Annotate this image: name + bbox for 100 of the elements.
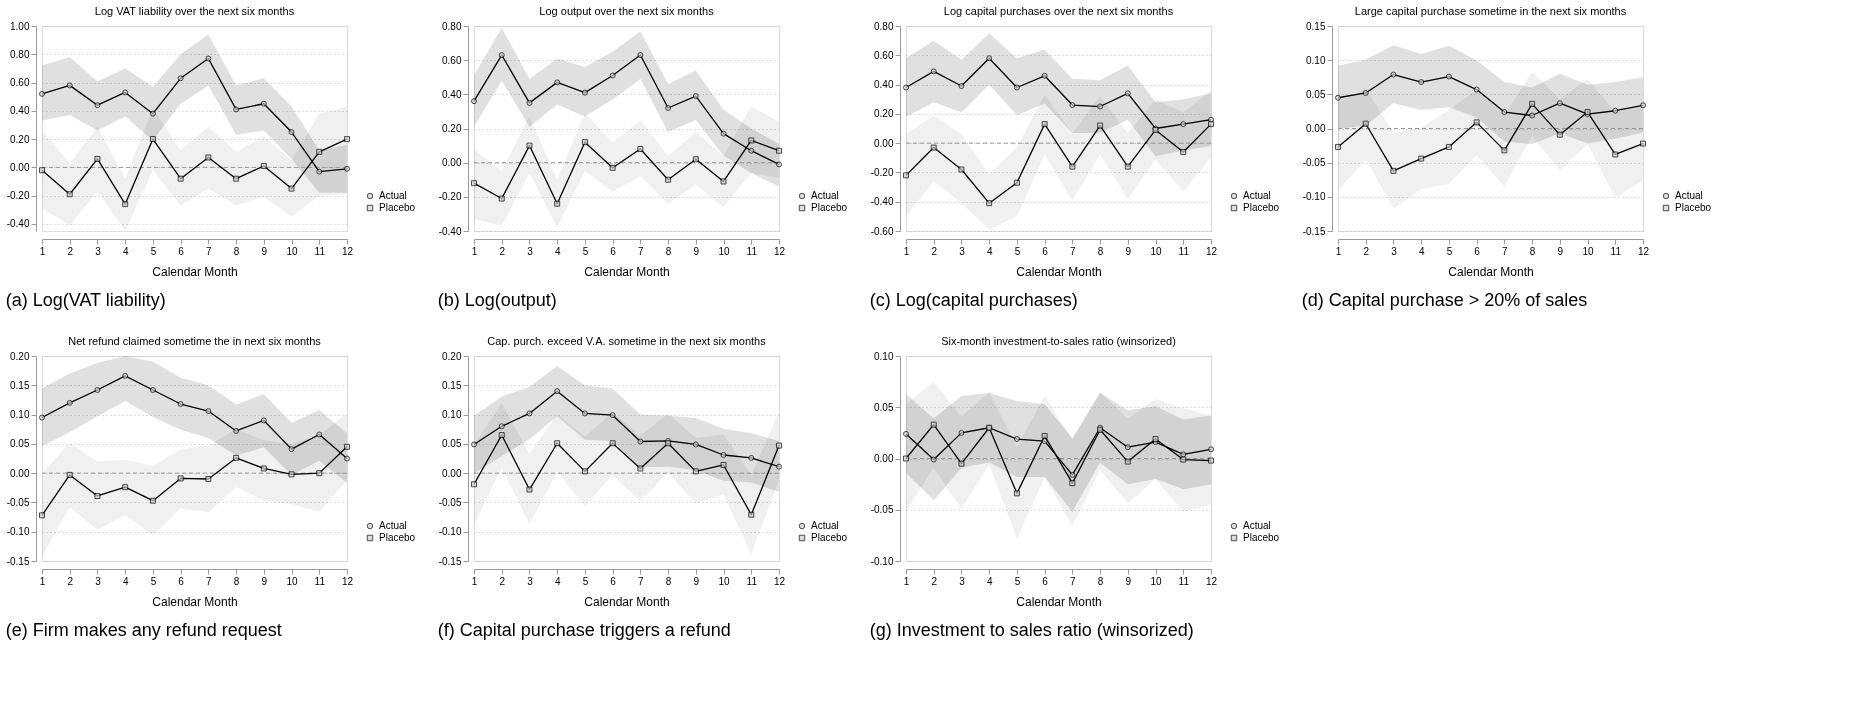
x-tick-label: 10 (1582, 245, 1595, 257)
y-tick-label: -0.40 (6, 218, 30, 230)
y-tick-label: 0.20 (10, 133, 30, 145)
x-tick-label: 8 (233, 245, 240, 257)
x-tick-label: 4 (986, 245, 993, 257)
y-tick-label: -0.15 (1302, 225, 1326, 237)
y-tick-label: 0.15 (1306, 20, 1326, 32)
x-tick-label: 10 (1150, 245, 1163, 257)
x-tick-label: 12 (773, 575, 786, 587)
x-tick-label: 4 (1418, 245, 1425, 257)
y-tick-label: -0.05 (438, 496, 462, 508)
x-tick-label: 12 (341, 245, 354, 257)
legend-label: Actual (379, 520, 407, 531)
chart-title: Log VAT liability over the next six months (94, 5, 295, 17)
x-tick-label: 4 (986, 575, 993, 587)
y-tick-label: -0.40 (870, 196, 894, 208)
y-tick-label: 0.10 (10, 409, 30, 421)
y-tick-label: -0.20 (438, 191, 462, 203)
y-tick-label: 0.05 (874, 401, 894, 413)
y-tick-label: 0.60 (874, 49, 894, 61)
x-tick-label: 5 (1014, 245, 1021, 257)
y-tick-label: -0.60 (870, 225, 894, 237)
x-tick-label: 6 (1474, 245, 1481, 257)
x-tick-label: 7 (1070, 575, 1077, 587)
y-tick-label: 0.80 (10, 48, 30, 60)
y-tick-label: -0.10 (6, 526, 30, 538)
x-tick-label: 7 (1502, 245, 1509, 257)
x-tick-label: 9 (261, 575, 268, 587)
x-tick-label: 6 (610, 245, 617, 257)
y-tick-label: -0.15 (6, 555, 30, 567)
y-tick-label: 0.00 (442, 157, 462, 169)
x-tick-label: 4 (122, 575, 129, 587)
chart-title: Log output over the next six months (539, 5, 715, 17)
x-tick-label: 5 (582, 575, 589, 587)
legend-label: Actual (811, 190, 839, 201)
x-tick-label: 11 (314, 245, 326, 257)
legend-label: Placebo (379, 532, 416, 543)
x-tick-label: 1 (903, 245, 910, 257)
y-tick-label: -0.10 (870, 555, 894, 567)
x-tick-label: 11 (1178, 245, 1190, 257)
y-tick-label: 0.10 (442, 409, 462, 421)
x-axis-title: Calendar Month (1016, 594, 1102, 609)
x-tick-label: 1 (903, 575, 910, 587)
y-tick-label: -0.15 (438, 555, 462, 567)
y-tick-label: 0.15 (442, 379, 462, 391)
legend-label: Actual (1675, 190, 1703, 201)
x-tick-label: 6 (1042, 245, 1049, 257)
text: (d) Capital purchase > 20% of sales (1301, 289, 1588, 310)
x-axis-title: Calendar Month (584, 594, 670, 609)
y-tick-label: 0.60 (10, 77, 30, 89)
x-axis-title: Calendar Month (1016, 264, 1102, 279)
x-tick-label: 6 (178, 575, 185, 587)
x-tick-label: 5 (150, 245, 157, 257)
x-tick-label: 11 (314, 575, 326, 587)
legend-label: Placebo (379, 202, 416, 213)
y-tick-label: -0.10 (1302, 191, 1326, 203)
x-tick-label: 2 (67, 245, 74, 257)
x-tick-label: 12 (1637, 245, 1650, 257)
y-tick-label: 0.05 (10, 438, 30, 450)
x-tick-label: 8 (665, 245, 672, 257)
y-tick-label: 0.05 (442, 438, 462, 450)
text: (e) Firm makes any refund request (5, 619, 282, 640)
x-tick-label: 10 (286, 245, 299, 257)
x-tick-label: 3 (527, 575, 534, 587)
x-tick-label: 3 (1391, 245, 1398, 257)
chart-title: Log capital purchases over the next six months (943, 5, 1174, 17)
chart-title: Large capital purchase sometime in the next six months (1354, 5, 1627, 17)
x-tick-label: 11 (746, 245, 758, 257)
y-tick-label: 0.20 (10, 350, 30, 362)
x-tick-label: 12 (1205, 575, 1218, 587)
y-tick-label: 1.00 (10, 20, 30, 32)
legend-label: Placebo (1675, 202, 1712, 213)
chart-title: Six-month investment-to-sales ratio (winsorized) (941, 335, 1176, 347)
x-tick-label: 2 (499, 245, 506, 257)
x-tick-label: 9 (1125, 575, 1132, 587)
x-tick-label: 3 (959, 575, 966, 587)
y-tick-label: 0.80 (874, 20, 894, 32)
y-tick-label: 0.00 (10, 467, 30, 479)
y-tick-label: 0.10 (1306, 54, 1326, 66)
x-tick-label: 5 (150, 575, 157, 587)
x-axis-title: Calendar Month (584, 264, 670, 279)
y-tick-label: 0.40 (874, 79, 894, 91)
x-tick-label: 10 (718, 245, 731, 257)
x-tick-label: 11 (746, 575, 758, 587)
x-tick-label: 2 (931, 575, 938, 587)
y-tick-label: 0.20 (874, 108, 894, 120)
x-tick-label: 4 (122, 245, 129, 257)
y-tick-label: 0.00 (1306, 123, 1326, 134)
x-tick-label: 9 (693, 245, 700, 257)
x-tick-label: 11 (1610, 245, 1622, 257)
legend-label: Actual (811, 520, 839, 531)
y-tick-label: 0.60 (442, 54, 462, 66)
legend-label: Placebo (1243, 202, 1280, 213)
x-tick-label: 12 (773, 245, 786, 257)
x-tick-label: 6 (178, 245, 185, 257)
y-tick-label: -0.05 (870, 504, 894, 516)
x-tick-label: 12 (341, 575, 354, 587)
x-tick-label: 7 (638, 245, 645, 257)
x-tick-label: 3 (95, 575, 102, 587)
chart-title: Net refund claimed sometime the in next six months (68, 335, 322, 347)
